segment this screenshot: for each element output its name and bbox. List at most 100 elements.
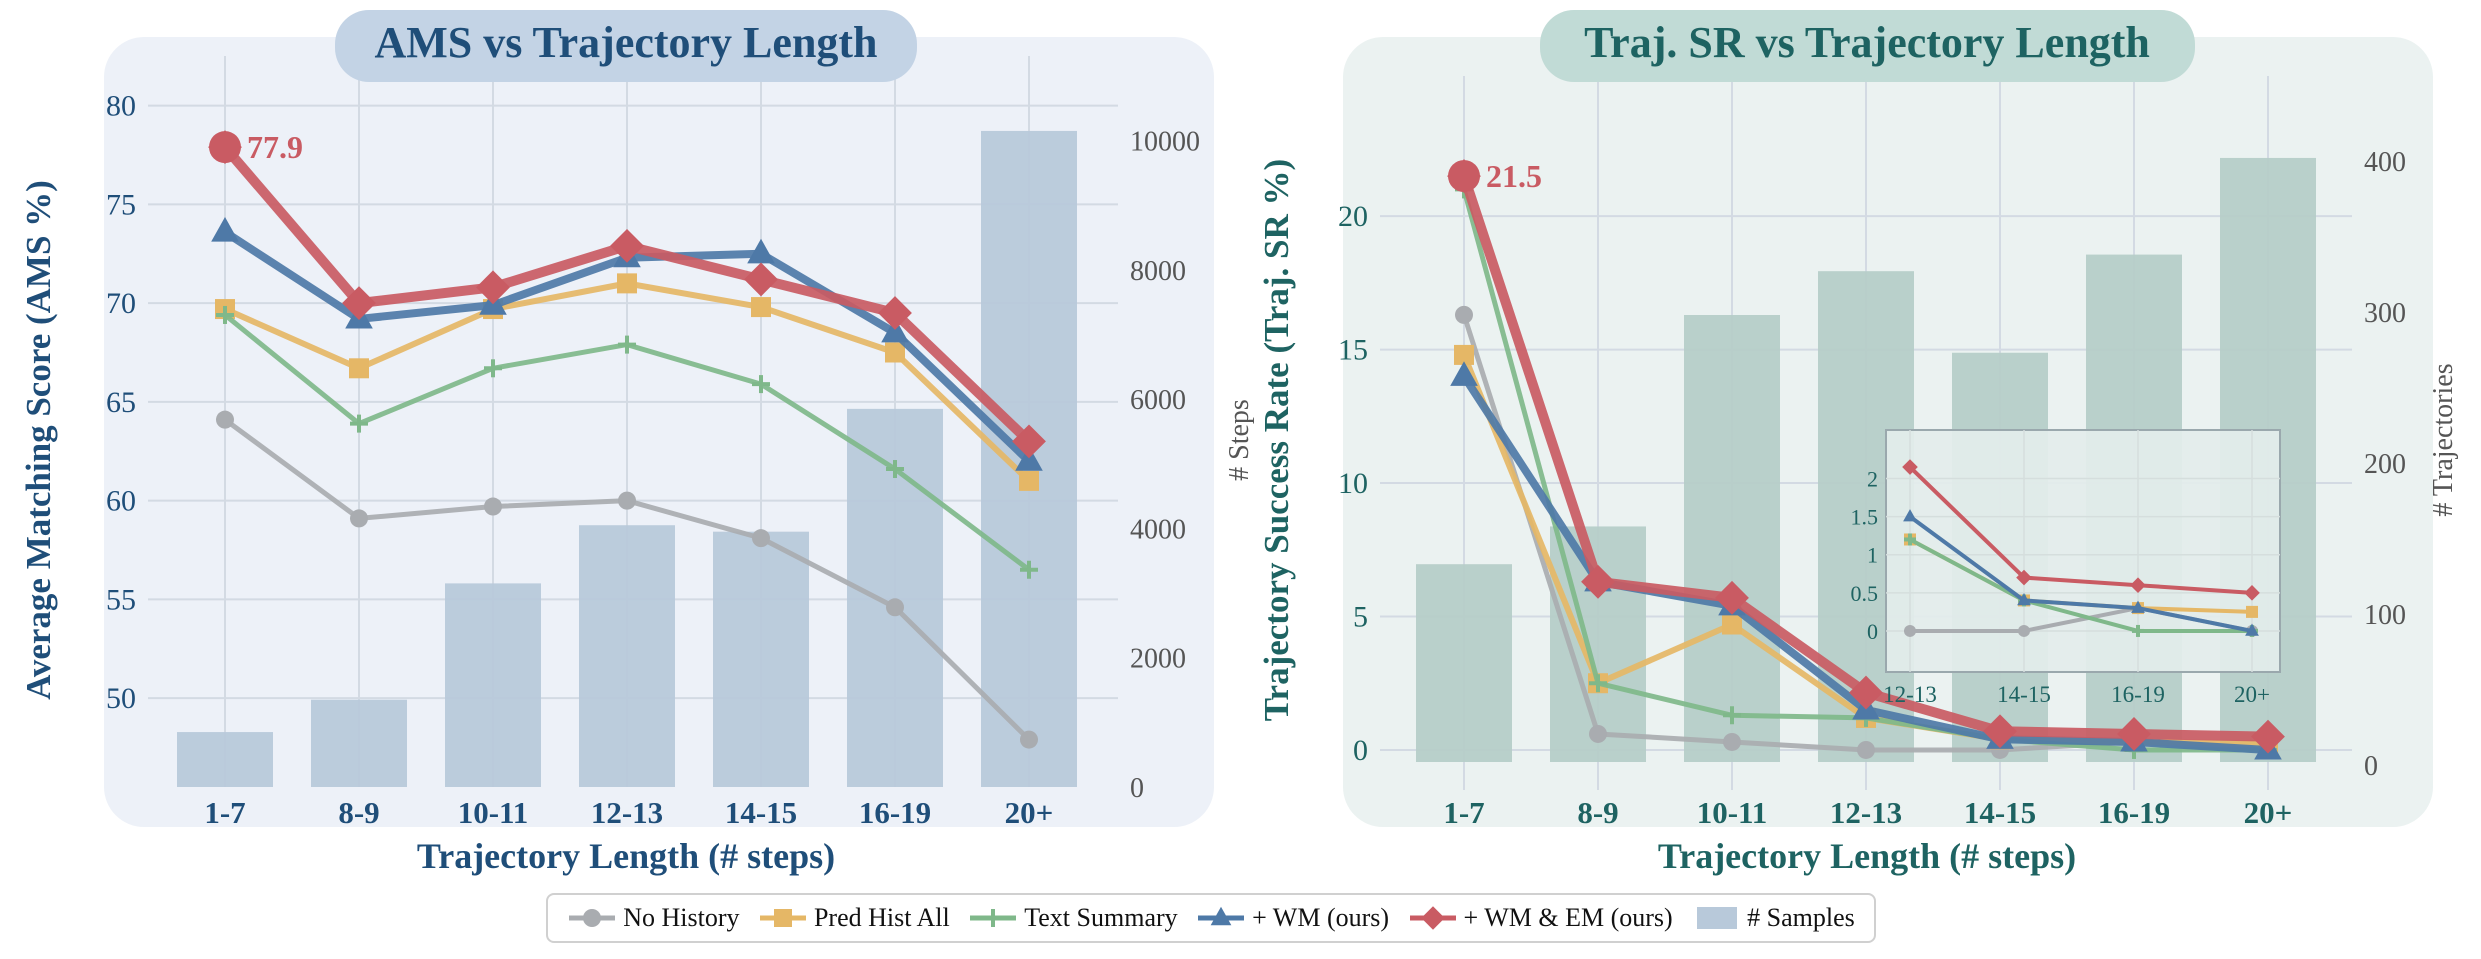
trajsr-y2-tick-labels: 0 100 200 300 400 <box>2364 147 2406 782</box>
legend: No History Pred Hist All Text Summary + … <box>546 893 1876 943</box>
left-xtick-2: 10-11 <box>458 795 529 830</box>
ams-x-axis-label: Trajectory Length (# steps) <box>417 836 835 876</box>
left-point-wm_em-6 <box>1012 424 1046 459</box>
left-y2tick-5: 10000 <box>1130 127 1200 158</box>
trajsr-x-tick-labels: 1-7 8-9 10-11 12-13 14-15 16-19 20+ <box>1443 795 2292 830</box>
inset-ytick-2: 1 <box>1867 543 1878 568</box>
left-peak-marker <box>209 131 241 164</box>
inset-series-wm_em <box>1902 459 2260 601</box>
inset-xtick-3: 20+ <box>2234 682 2270 707</box>
inset-point-no_history-1 <box>2018 624 2030 637</box>
left-ytick-6: 80 <box>106 90 136 123</box>
right-y2tick-3: 300 <box>2364 298 2406 329</box>
legend-item-wm-em: + WM & EM (ours) <box>1408 903 1673 933</box>
right-point-wm_em-3 <box>1849 675 1883 710</box>
right-xtick-4: 14-15 <box>1964 795 2036 830</box>
left-y2tick-4: 8000 <box>1130 256 1186 287</box>
inset-xtick-0: 12-13 <box>1883 682 1937 707</box>
left-y2tick-2: 4000 <box>1130 514 1186 545</box>
ams-chart: 50 55 60 65 70 75 80 0 2000 4000 6000 8000 10000 1-… <box>19 10 1255 876</box>
trajsr-y-tick-labels: 0 5 10 15 20 <box>1338 200 1368 767</box>
right-xtick-6: 20+ <box>2244 795 2293 830</box>
right-point-pred_hist_all-2 <box>1722 614 1742 635</box>
inset-point-text_summary-2 <box>2132 624 2144 637</box>
inset-xtick-2: 16-19 <box>2111 682 2165 707</box>
right-point-pred_hist_all-0 <box>1454 344 1474 365</box>
left-point-no_history-2 <box>484 497 502 516</box>
trajsr-chart-title: Traj. SR vs Trajectory Length <box>1584 18 2150 67</box>
left-xtick-5: 16-19 <box>859 795 931 830</box>
ams-title-background <box>335 10 917 82</box>
right-point-wm_em-4 <box>1983 714 2017 749</box>
right-peak-marker <box>1448 160 1480 193</box>
left-point-wm_em-2 <box>476 270 510 305</box>
left-xtick-0: 1-7 <box>204 795 245 830</box>
left-point-pred_hist_all-6 <box>1019 470 1039 491</box>
right-xtick-3: 12-13 <box>1830 795 1902 830</box>
legend-label-no-history: No History <box>623 903 740 932</box>
left-point-no_history-0 <box>216 410 234 429</box>
legend-item-text-summary: Text Summary <box>968 903 1178 933</box>
left-point-text_summary-0 <box>216 305 234 324</box>
left-bar-8-9 <box>311 699 407 787</box>
legend-swatch-samples <box>1697 907 1738 929</box>
inset-point-pred_hist_all-3 <box>2246 605 2258 618</box>
inset-background <box>1885 429 2281 673</box>
left-bar-12-13 <box>579 525 675 787</box>
inset-point-wm_em-0 <box>1902 459 1918 475</box>
legend-item-wm: + WM (ours) <box>1196 903 1389 933</box>
left-ytick-0: 50 <box>106 682 136 715</box>
inset-point-no_history-0 <box>1904 624 1916 637</box>
trajsr-x-axis-label: Trajectory Length (# steps) <box>1658 836 2076 876</box>
left-ytick-1: 55 <box>106 583 136 616</box>
left-point-pred_hist_all-1 <box>349 358 369 379</box>
legend-label-text-summary: Text Summary <box>1024 903 1178 932</box>
ams-y2-tick-labels: 0 2000 4000 6000 8000 10000 <box>1130 127 1200 804</box>
left-ytick-5: 75 <box>106 188 136 221</box>
left-point-text_summary-3 <box>618 335 636 354</box>
right-y2tick-1: 100 <box>2364 600 2406 631</box>
legend-swatch-wm-em <box>1409 906 1456 930</box>
inset-series-wm <box>1903 509 2259 636</box>
inset-line-wm <box>1908 514 2253 633</box>
legend-marker-wm_em <box>1420 906 1445 930</box>
legend-marker-no_history <box>583 909 602 927</box>
left-point-no_history-4 <box>752 529 770 548</box>
inset-point-wm-0 <box>1903 509 1917 522</box>
left-point-wm_em-1 <box>342 286 376 321</box>
legend-bar-swatch <box>1697 907 1738 929</box>
legend-label-pred-hist-all: Pred Hist All <box>813 903 950 932</box>
trajsr-series-lines <box>1447 159 2285 760</box>
right-bar-1-7 <box>1416 564 1512 762</box>
ams-y-axis-label: Average Matching Score (AMS %) <box>19 180 58 700</box>
right-ytick-0: 0 <box>1353 734 1368 767</box>
inset-point-wm_em-1 <box>2016 569 2032 586</box>
left-y2tick-1: 2000 <box>1130 644 1186 675</box>
left-bar-10-11 <box>445 583 541 787</box>
inset-point-wm-2 <box>2131 600 2145 613</box>
trajsr-inset-chart: 0 0.5 1 1.5 2 12-13 14-15 16-19 20+ <box>1851 429 2281 707</box>
left-bar-1-7 <box>177 732 273 787</box>
legend-label-samples: # Samples <box>1747 903 1855 932</box>
right-point-no_history-0 <box>1455 305 1473 324</box>
left-ytick-4: 70 <box>106 287 136 320</box>
left-y2tick-0: 0 <box>1130 773 1144 804</box>
inset-ytick-4: 2 <box>1867 466 1878 491</box>
trajsr-title-background <box>1540 10 2195 82</box>
right-ytick-1: 5 <box>1353 601 1368 634</box>
left-point-no_history-3 <box>618 491 636 510</box>
trajsr-y-axis-label: Trajectory Success Rate (Traj. SR %) <box>1257 159 1296 721</box>
ams-chart-title: AMS vs Trajectory Length <box>374 18 877 67</box>
left-point-text_summary-5 <box>886 460 904 479</box>
left-ytick-3: 65 <box>106 386 136 419</box>
right-xtick-0: 1-7 <box>1443 795 1484 830</box>
inset-point-wm_em-3 <box>2244 585 2260 601</box>
legend-swatch-wm <box>1198 906 1245 926</box>
legend-swatch-no-history <box>569 909 616 927</box>
left-point-text_summary-2 <box>484 359 502 378</box>
left-point-wm-5 <box>881 317 909 343</box>
inset-xtick-1: 14-15 <box>1997 682 2051 707</box>
left-point-wm_em-4 <box>744 262 778 297</box>
legend-item-pred-hist-all: Pred Hist All <box>758 903 950 933</box>
